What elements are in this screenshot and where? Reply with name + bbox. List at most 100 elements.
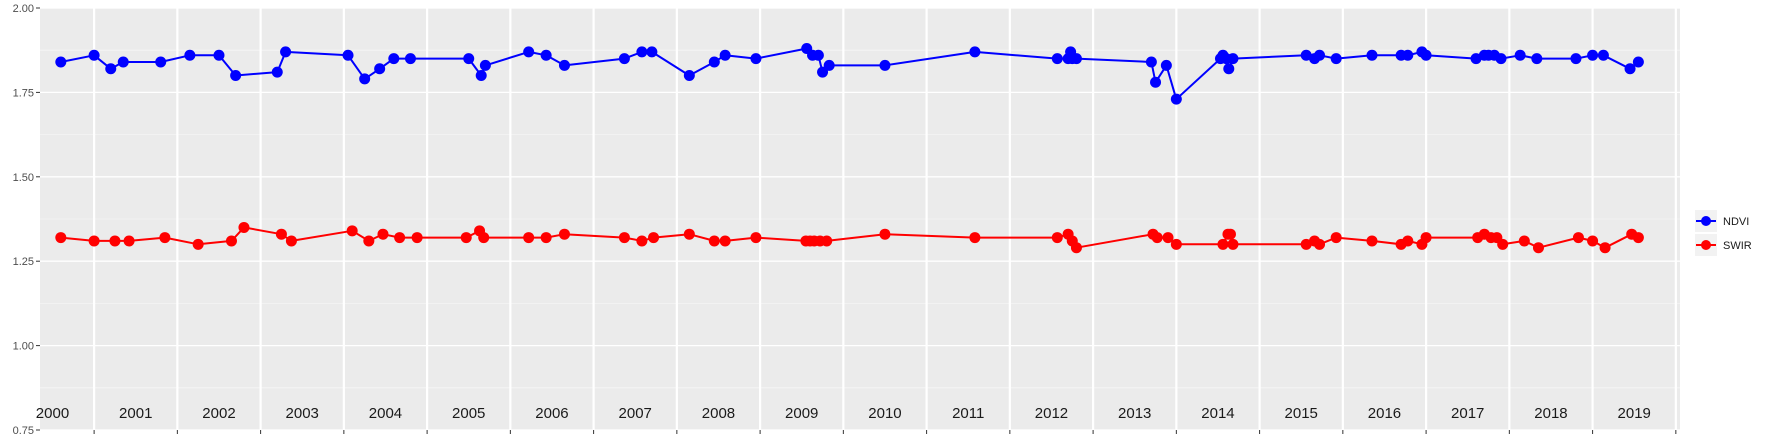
y-tick-label: 1.75 [13, 87, 34, 99]
data-point-swir [1420, 232, 1432, 244]
series-ndvi [55, 43, 1644, 105]
data-point-ndvi [636, 46, 648, 58]
data-point-ndvi [475, 70, 487, 82]
data-point-ndvi [463, 53, 475, 65]
data-point-swir [238, 221, 250, 233]
data-point-ndvi [184, 49, 196, 61]
data-point-swir [1518, 235, 1530, 247]
year-label: 2006 [535, 405, 568, 422]
legend-key-point [1701, 216, 1711, 226]
data-point-ndvi [1495, 53, 1507, 65]
legend-item-swir: SWIR [1695, 234, 1752, 256]
data-point-swir [363, 235, 375, 247]
data-point-swir [879, 228, 891, 240]
data-point-swir [394, 232, 406, 244]
data-point-ndvi [1570, 53, 1582, 65]
data-point-swir [460, 232, 472, 244]
data-point-swir [540, 232, 552, 244]
year-label: 2011 [952, 405, 984, 422]
year-label: 2008 [702, 405, 735, 422]
data-point-swir [708, 235, 720, 247]
data-point-ndvi [1145, 56, 1157, 68]
data-point-ndvi [1420, 49, 1432, 61]
data-point-swir [1217, 238, 1229, 250]
y-tick-label: 1.25 [13, 256, 34, 268]
data-point-swir [1227, 238, 1239, 250]
data-point-ndvi [280, 46, 292, 58]
data-point-swir [1151, 232, 1163, 244]
data-point-swir [683, 228, 695, 240]
data-point-ndvi [812, 49, 824, 61]
data-point-swir [377, 228, 389, 240]
year-label: 2003 [286, 405, 319, 422]
data-point-swir [192, 238, 204, 250]
data-point-ndvi [1223, 63, 1235, 75]
data-point-ndvi [88, 49, 100, 61]
y-tick-label: 0.75 [13, 425, 34, 437]
data-point-ndvi [1624, 63, 1636, 75]
data-point-swir [1532, 242, 1544, 254]
data-point-ndvi [1070, 53, 1082, 65]
data-point-ndvi [683, 70, 695, 82]
data-point-swir [346, 225, 358, 237]
data-point-swir [1366, 235, 1378, 247]
data-point-swir [411, 232, 423, 244]
data-point-ndvi [117, 56, 129, 68]
data-point-ndvi [1402, 49, 1414, 61]
data-point-ndvi [523, 46, 535, 58]
year-label: 2010 [868, 405, 901, 422]
year-label: 2014 [1201, 405, 1234, 422]
data-point-ndvi [404, 53, 416, 65]
data-point-ndvi [708, 56, 720, 68]
data-point-ndvi [1587, 49, 1599, 61]
data-point-swir [1170, 238, 1182, 250]
data-point-ndvi [1531, 53, 1543, 65]
data-point-ndvi [1470, 53, 1482, 65]
data-point-ndvi [823, 59, 835, 71]
data-point-ndvi [969, 46, 981, 58]
data-point-ndvi [1366, 49, 1378, 61]
data-point-swir [88, 235, 100, 247]
data-point-swir [558, 228, 570, 240]
data-point-ndvi [1514, 49, 1526, 61]
legend-key-point [1701, 240, 1711, 250]
year-label: 2000 [36, 405, 69, 422]
data-point-ndvi [230, 70, 242, 82]
data-point-ndvi [879, 59, 891, 71]
data-point-ndvi [105, 63, 117, 75]
data-point-swir [1330, 232, 1342, 244]
series-layer [55, 43, 1644, 254]
data-point-swir [285, 235, 297, 247]
legend-label: NDVI [1723, 216, 1749, 228]
year-label: 2004 [369, 405, 402, 422]
data-point-ndvi [374, 63, 386, 75]
year-label: 2019 [1618, 405, 1651, 422]
data-point-swir [618, 232, 630, 244]
data-point-ndvi [479, 59, 491, 71]
data-point-swir [159, 232, 171, 244]
grid-layer [40, 7, 1680, 431]
data-point-swir [1587, 235, 1599, 247]
data-point-swir [750, 232, 762, 244]
data-point-swir [719, 235, 731, 247]
data-point-swir [109, 235, 121, 247]
data-point-ndvi [1227, 53, 1239, 65]
data-point-ndvi [155, 56, 167, 68]
series-line-ndvi [60, 47, 1640, 101]
data-point-ndvi [1300, 49, 1312, 61]
data-point-ndvi [540, 49, 552, 61]
data-point-swir [225, 235, 237, 247]
axes: 0.75 1.00 1.25 1.50 1.75 2.00 [13, 3, 1677, 437]
data-point-swir [1632, 232, 1644, 244]
data-point-swir [1497, 238, 1509, 250]
data-point-swir [478, 232, 490, 244]
data-point-swir [1599, 242, 1611, 254]
data-point-ndvi [750, 53, 762, 65]
legend: NDVI SWIR [1695, 210, 1752, 256]
year-label: 2013 [1118, 405, 1151, 422]
year-label: 2018 [1534, 405, 1567, 422]
legend-label: SWIR [1723, 240, 1752, 252]
data-point-swir [123, 235, 135, 247]
data-point-ndvi [1597, 49, 1609, 61]
data-point-swir [1070, 242, 1082, 254]
